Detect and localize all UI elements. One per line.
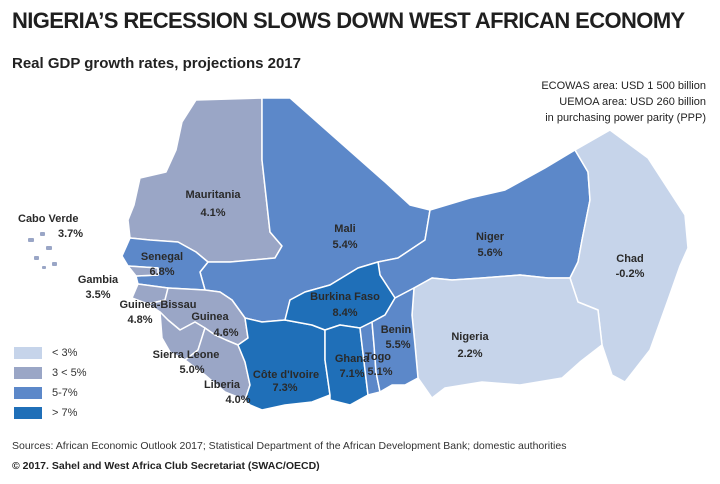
label-senegal-name: Senegal (141, 251, 183, 263)
label-burkina-faso-value: 8.4% (332, 307, 357, 319)
copyright-note: © 2017. Sahel and West Africa Club Secre… (12, 460, 320, 472)
label-nigeria-value: 2.2% (457, 348, 482, 360)
legend-swatch-3to5 (14, 367, 42, 379)
label-guinea-bissau-value: 4.8% (127, 314, 152, 326)
sources-note: Sources: African Economic Outlook 2017; … (12, 440, 567, 452)
label-niger-name: Niger (476, 231, 505, 243)
label-niger-value: 5.6% (477, 247, 502, 259)
label-cote-divoire-value: 7.3% (272, 382, 297, 394)
map-legend: < 3% 3 < 5% 5-7% > 7% (14, 346, 87, 426)
label-nigeria-name: Nigeria (451, 331, 489, 343)
label-guinea-bissau-name: Guinea-Bissau (119, 299, 196, 311)
map-title: NIGERIA’S RECESSION SLOWS DOWN WEST AFRI… (12, 8, 685, 33)
country-nigeria (411, 274, 603, 399)
label-chad-name: Chad (616, 253, 644, 265)
label-gambia-name: Gambia (78, 274, 119, 286)
legend-item-gt7: > 7% (14, 406, 87, 420)
label-mali-name: Mali (334, 223, 355, 235)
label-senegal-value: 6.8% (149, 266, 174, 278)
map-subtitle: Real GDP growth rates, projections 2017 (12, 55, 301, 72)
label-gambia-value: 3.5% (85, 289, 110, 301)
label-benin-value: 5.5% (385, 339, 410, 351)
label-chad-value: -0.2% (616, 268, 645, 280)
legend-item-5to7: 5-7% (14, 386, 87, 400)
label-togo-value: 5.1% (367, 366, 392, 378)
country-cote-divoire (237, 317, 331, 411)
legend-item-lt3: < 3% (14, 346, 87, 360)
legend-label-gt7: > 7% (52, 407, 78, 419)
label-liberia-name: Liberia (204, 379, 241, 391)
label-benin-name: Benin (381, 324, 412, 336)
legend-label-3to5: 3 < 5% (52, 367, 87, 379)
legend-swatch-5to7 (14, 387, 42, 399)
label-cabo-verde-value: 3.7% (58, 228, 83, 240)
label-ghana-name: Ghana (335, 353, 370, 365)
label-cabo-verde-name: Cabo Verde (18, 213, 79, 225)
country-gambia (127, 265, 159, 277)
label-ghana-value: 7.1% (339, 368, 364, 380)
legend-swatch-lt3 (14, 347, 42, 359)
label-sierra-leone-value: 5.0% (179, 364, 204, 376)
label-cote-divoire-name: Côte d'Ivoire (253, 369, 319, 381)
label-mali-value: 5.4% (332, 239, 357, 251)
legend-label-5to7: 5-7% (52, 387, 78, 399)
legend-label-lt3: < 3% (52, 347, 78, 359)
uemoa-gdp-note: UEMOA area: USD 260 billion (559, 96, 706, 108)
legend-item-3to5: 3 < 5% (14, 366, 87, 380)
label-mauritania-name: Mauritania (185, 189, 241, 201)
cabo-verde-islands (28, 232, 57, 269)
label-burkina-faso-name: Burkina Faso (310, 291, 380, 303)
country-benin (371, 287, 419, 393)
country-mauritania (127, 97, 283, 263)
ppp-note: in purchasing power parity (PPP) (545, 112, 706, 124)
ecowas-gdp-note: ECOWAS area: USD 1 500 billion (541, 80, 706, 92)
label-sierra-leone-name: Sierra Leone (153, 349, 220, 361)
label-guinea-value: 4.6% (213, 327, 238, 339)
label-togo-name: Togo (365, 351, 391, 363)
legend-swatch-gt7 (14, 407, 42, 419)
label-liberia-value: 4.0% (225, 394, 250, 406)
label-guinea-name: Guinea (191, 311, 229, 323)
label-mauritania-value: 4.1% (200, 207, 225, 219)
